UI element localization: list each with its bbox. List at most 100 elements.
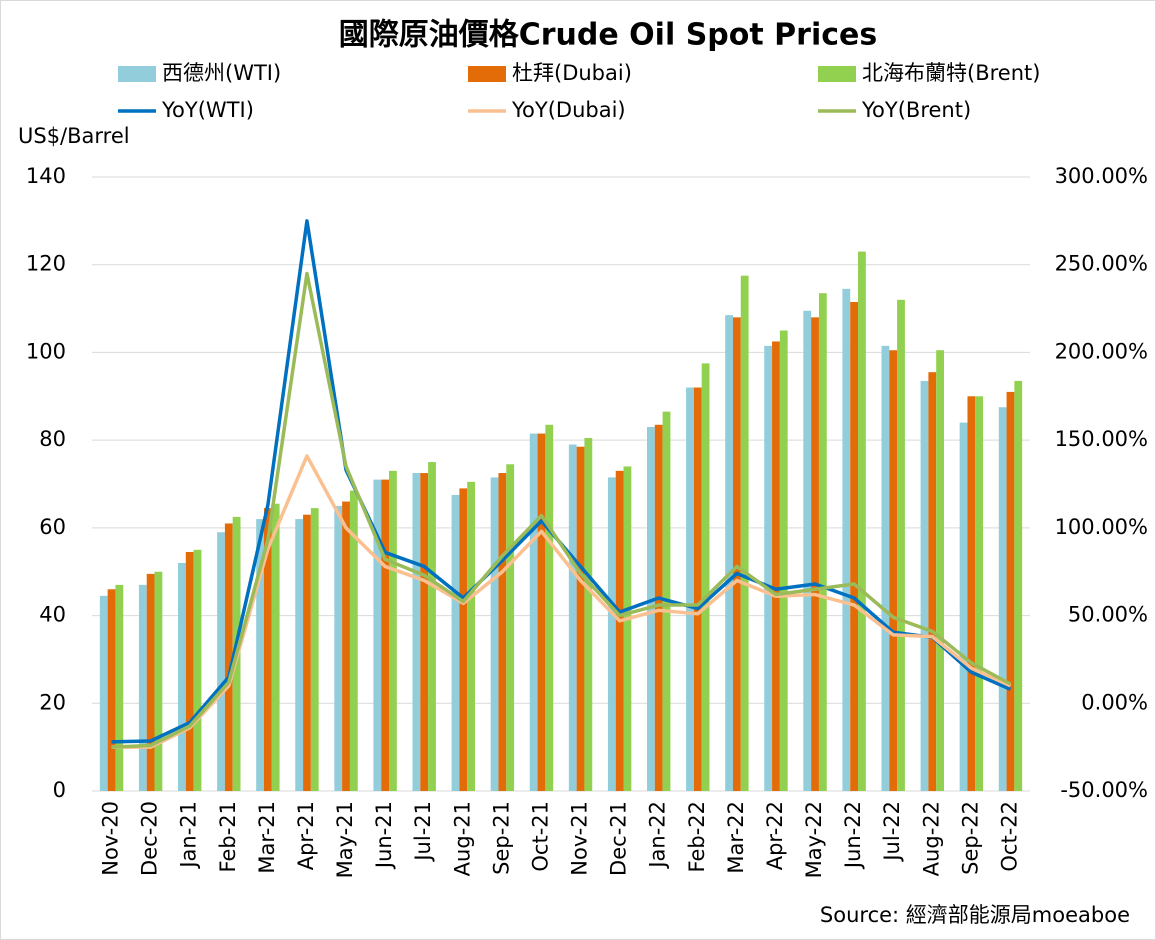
bar (349, 490, 358, 791)
y2-tick-label: 100.00% (1055, 515, 1148, 539)
y2-tick-label: 150.00% (1055, 427, 1148, 451)
y-tick-label: 60 (39, 515, 66, 539)
y2-tick-label: -50.00% (1060, 778, 1148, 802)
x-tick-label: Mar-22 (724, 801, 748, 874)
x-tick-label: Feb-21 (216, 801, 240, 872)
bar (342, 501, 350, 791)
y-tick-label: 20 (39, 690, 66, 714)
bar (537, 433, 546, 791)
x-tick-label: Oct-22 (997, 801, 1021, 872)
bar (623, 466, 632, 791)
legend-item: YoY(WTI) (118, 98, 254, 122)
line (111, 271, 1012, 749)
bar (647, 426, 655, 791)
bar (271, 503, 280, 791)
legend-swatch (468, 66, 506, 82)
bar (506, 464, 515, 791)
bar (99, 595, 108, 791)
x-tick-label: Jul-22 (880, 801, 904, 863)
y-tick-label: 0 (53, 778, 66, 802)
bar (967, 396, 976, 791)
bar (256, 519, 264, 791)
bar (959, 422, 968, 791)
chart-title: 國際原油價格Crude Oil Spot Prices (339, 18, 877, 53)
bar (732, 317, 741, 791)
y2-tick-label: 200.00% (1055, 339, 1148, 363)
x-tick-label: Dec-21 (607, 801, 631, 876)
legend-item: 北海布蘭特(Brent) (818, 61, 1040, 85)
bar (381, 479, 390, 791)
bar (154, 571, 163, 791)
bar (920, 380, 929, 791)
x-tick-label: May-22 (802, 801, 826, 878)
x-tick-label: Jan-21 (177, 801, 201, 870)
bar (146, 573, 155, 791)
y-tick-label: 120 (26, 252, 66, 276)
bar (607, 477, 616, 791)
bar (178, 562, 186, 791)
legend-swatch (818, 66, 856, 82)
bar (811, 317, 819, 791)
bar (576, 446, 585, 791)
x-tick-label: Aug-21 (450, 801, 474, 876)
legend-label: YoY(Brent) (861, 98, 971, 122)
bar (303, 514, 311, 791)
x-tick-label: Sep-21 (489, 801, 513, 875)
bar (764, 345, 773, 791)
x-tick-label: Sep-22 (958, 801, 982, 875)
y-tick-label: 100 (26, 339, 66, 363)
legend-label: YoY(Dubai) (511, 98, 626, 122)
bar (936, 350, 944, 791)
legend-label: YoY(WTI) (161, 98, 254, 122)
y-tick-label: 140 (26, 164, 66, 188)
x-tick-label: Nov-21 (568, 801, 592, 876)
bar (529, 433, 538, 791)
bar (490, 477, 499, 791)
x-tick-label: Feb-22 (685, 801, 709, 872)
bar (412, 473, 421, 791)
bar (686, 387, 694, 791)
bar (779, 330, 788, 791)
bar (772, 341, 780, 791)
bar (701, 363, 710, 791)
x-tick-label: Jun-21 (372, 801, 396, 870)
bar (818, 293, 827, 791)
bar (373, 479, 382, 791)
y-tick-label: 80 (39, 427, 66, 451)
bar (138, 584, 147, 791)
x-tick-label: Nov-20 (99, 801, 123, 876)
bar (568, 444, 577, 791)
source: Source: 經濟部能源局moeaboe (820, 903, 1130, 927)
bar (193, 549, 202, 791)
bar (858, 251, 866, 792)
bar (107, 589, 116, 791)
y-axis-label: US$/Barrel (18, 124, 130, 148)
x-tick-label: Apr-22 (763, 801, 787, 870)
bar (889, 350, 898, 791)
bar (295, 519, 304, 791)
bar (334, 505, 343, 791)
bar (842, 288, 851, 791)
x-tick-label: Apr-21 (294, 801, 318, 870)
legend-item: 杜拜(Dubai) (468, 61, 632, 85)
bar (693, 387, 702, 791)
legend-item: YoY(Dubai) (468, 98, 626, 122)
bar (1014, 380, 1023, 791)
x-tick-label: Mar-21 (255, 801, 279, 874)
x-tick-label: Aug-22 (919, 801, 943, 876)
bar (451, 494, 460, 791)
bar (881, 345, 890, 791)
bar (740, 275, 749, 791)
line (111, 454, 1012, 749)
x-tick-label: May-21 (333, 801, 357, 878)
x-tick-label: Dec-20 (138, 801, 162, 876)
bar (420, 473, 429, 791)
legend-swatch (118, 66, 156, 82)
x-tick-label: Oct-21 (528, 801, 552, 872)
bar (263, 508, 272, 791)
bar (803, 310, 812, 791)
x-tick-label: Jun-22 (841, 801, 865, 870)
bar (545, 424, 554, 791)
bar (389, 470, 397, 791)
